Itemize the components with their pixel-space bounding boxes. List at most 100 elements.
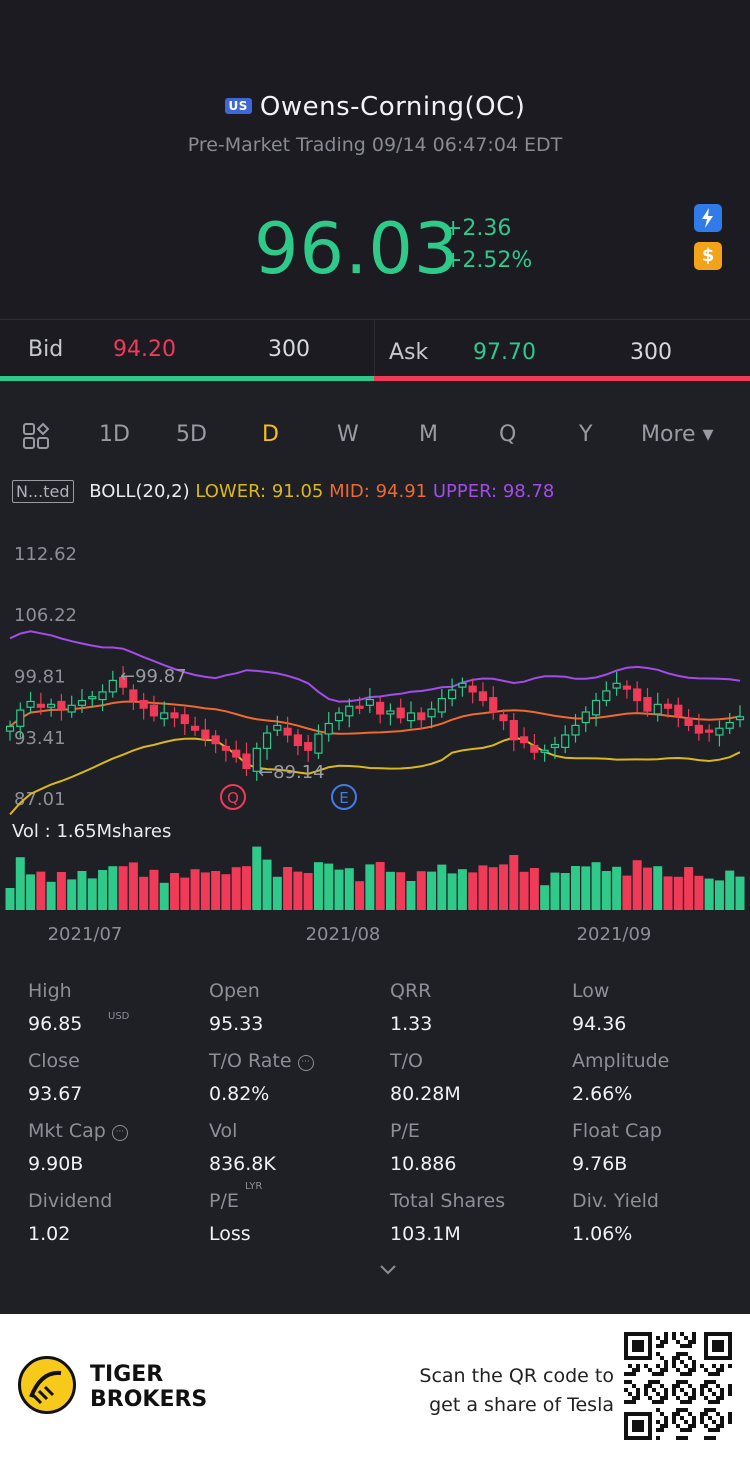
stat-value: 1.06% bbox=[572, 1223, 633, 1245]
candle-body bbox=[489, 697, 498, 713]
volume-bar bbox=[87, 878, 97, 910]
stat-label: High bbox=[28, 980, 72, 1002]
candle-body bbox=[591, 699, 601, 716]
stat-label: Vol bbox=[209, 1120, 238, 1142]
tab-d[interactable]: D bbox=[262, 422, 279, 447]
bid-ratio-bar bbox=[0, 376, 374, 381]
stat-value: 94.36 bbox=[572, 1013, 627, 1035]
candle-body bbox=[674, 704, 683, 717]
volume-label: Vol : 1.65Mshares bbox=[12, 821, 171, 842]
stat-label: T/O bbox=[390, 1050, 423, 1072]
volume-bar bbox=[36, 871, 46, 910]
expand-chevron-icon[interactable] bbox=[377, 1258, 399, 1280]
volume-bar bbox=[550, 872, 560, 910]
volume-bar bbox=[622, 875, 632, 910]
candle-body bbox=[47, 703, 56, 708]
candle-body bbox=[550, 743, 560, 748]
volume-bar bbox=[190, 869, 200, 910]
volume-bar bbox=[694, 875, 704, 910]
tab-m[interactable]: M bbox=[419, 422, 438, 447]
tiger-logo-icon bbox=[18, 1356, 76, 1414]
stat-label: Float Cap bbox=[572, 1120, 662, 1142]
volume-bar bbox=[375, 862, 385, 910]
y-tick-label: 87.01 bbox=[14, 789, 66, 810]
tab-5d[interactable]: 5D bbox=[176, 422, 207, 447]
volume-bar bbox=[406, 881, 416, 910]
brand-line-2: BROKERS bbox=[90, 1387, 208, 1412]
stat-label: P/E bbox=[390, 1120, 420, 1142]
stat-value: 836.8K bbox=[209, 1153, 276, 1175]
candle-body bbox=[643, 697, 652, 712]
volume-bar bbox=[704, 878, 714, 910]
tab-y[interactable]: Y bbox=[579, 422, 593, 447]
x-tick-label: 2021/08 bbox=[306, 924, 381, 945]
volume-bar bbox=[653, 866, 663, 910]
stat-label: Low bbox=[572, 980, 610, 1002]
stat-label: Div. Yield bbox=[572, 1190, 659, 1212]
volume-bar bbox=[77, 871, 87, 910]
volume-bar bbox=[735, 876, 745, 910]
volume-bar bbox=[5, 888, 15, 910]
candle-body bbox=[108, 679, 117, 693]
stat-value: 9.90B bbox=[28, 1153, 84, 1175]
stock-name: Owens-Corning(OC) bbox=[259, 92, 526, 122]
stats-grid: High 96.85 Open 95.33 QRR 1.33 Low 94.36 Close 93… bbox=[0, 980, 750, 1300]
quarterly-marker[interactable]: Q bbox=[220, 784, 246, 810]
ask-size: 300 bbox=[630, 340, 672, 365]
volume-bar bbox=[139, 876, 149, 910]
stat-label: Dividend bbox=[28, 1190, 113, 1212]
tab-more[interactable]: More ▾ bbox=[641, 422, 714, 447]
volume-bar bbox=[540, 885, 550, 910]
volume-bar bbox=[447, 873, 457, 910]
volume-bar bbox=[108, 866, 118, 910]
candle-body bbox=[283, 727, 292, 736]
earnings-marker[interactable]: E bbox=[331, 784, 357, 810]
candle-body bbox=[509, 720, 518, 741]
candle-body bbox=[221, 745, 231, 751]
bid-label: Bid bbox=[28, 337, 64, 362]
candle-body bbox=[448, 689, 457, 700]
volume-bar bbox=[612, 866, 622, 910]
y-tick-label: 106.22 bbox=[14, 605, 77, 626]
stat-label: Total Shares bbox=[390, 1190, 506, 1212]
stat-value: 0.82% bbox=[209, 1083, 270, 1105]
candle-body bbox=[88, 696, 97, 700]
volume-bar bbox=[570, 866, 580, 910]
candle-body bbox=[16, 709, 25, 727]
candle-body bbox=[735, 716, 745, 721]
info-icon[interactable]: ··· bbox=[297, 1055, 314, 1071]
volume-bar bbox=[128, 862, 138, 910]
stat-label: Mkt Cap ··· bbox=[28, 1120, 128, 1142]
promo-footer: TIGER BROKERS Scan the QR code to get a … bbox=[0, 1314, 750, 1460]
bid-price: 94.20 bbox=[113, 337, 176, 362]
candle-body bbox=[232, 749, 241, 758]
candle-body bbox=[180, 714, 189, 725]
volume-bar bbox=[365, 864, 375, 910]
lightning-icon[interactable] bbox=[694, 204, 722, 232]
info-icon[interactable]: ··· bbox=[111, 1125, 128, 1141]
volume-bar bbox=[509, 855, 519, 910]
x-tick-label: 2021/07 bbox=[48, 924, 123, 945]
volume-bar bbox=[170, 873, 180, 910]
volume-bar bbox=[591, 862, 601, 910]
tab-w[interactable]: W bbox=[337, 422, 359, 447]
stat-label: QRR bbox=[390, 980, 432, 1002]
stat-value: 9.76B bbox=[572, 1153, 628, 1175]
layout-grid-icon[interactable] bbox=[22, 422, 50, 450]
tab-q[interactable]: Q bbox=[499, 422, 517, 447]
x-tick-label: 2021/09 bbox=[577, 924, 652, 945]
lyr-sup: LYR bbox=[245, 1181, 263, 1192]
price-chart[interactable]: 112.62 106.22 99.81 93.41 87.01 ←99.87 ←89.1… bbox=[0, 520, 750, 960]
volume-bar bbox=[663, 876, 673, 910]
last-price: 96.03 bbox=[254, 208, 460, 290]
dollar-icon[interactable]: $ bbox=[694, 242, 722, 270]
stat-value: 1.02 bbox=[28, 1223, 71, 1245]
stat-value: 2.66% bbox=[572, 1083, 633, 1105]
candle-body bbox=[293, 734, 302, 747]
stat-value: 80.28M bbox=[390, 1083, 461, 1105]
promo-line-2: get a share of Tesla bbox=[429, 1394, 614, 1416]
candle-body bbox=[314, 733, 323, 754]
market-badge: US bbox=[224, 98, 252, 114]
tab-1d[interactable]: 1D bbox=[99, 422, 130, 447]
indicator-settings-button[interactable]: N...ted bbox=[12, 480, 74, 503]
